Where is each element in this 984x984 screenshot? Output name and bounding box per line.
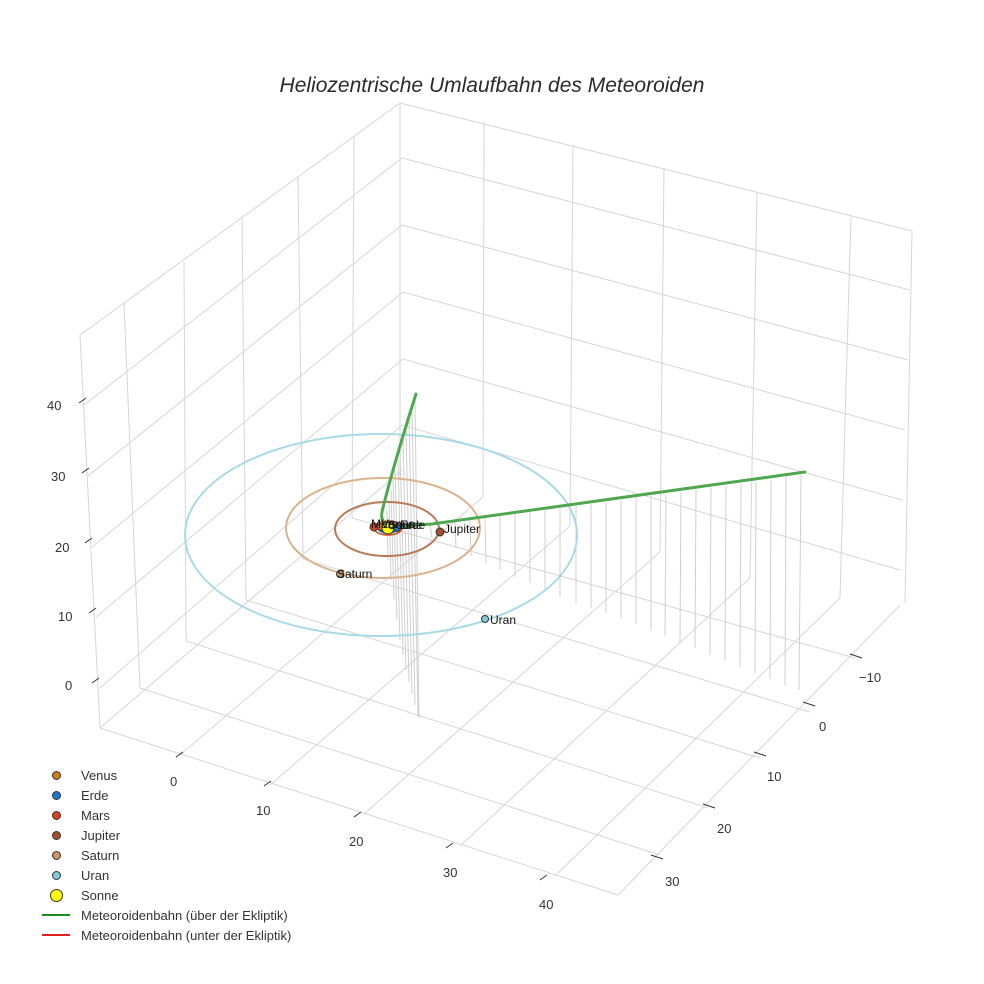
uran-dot-icon [51,870,61,880]
erde-dot-icon [51,790,61,800]
label-erde: Erde [400,518,426,532]
legend-label: Uran [81,867,110,883]
orbit-saturn [285,477,481,579]
orbit-uran [184,433,578,637]
meteoroid-drop-lines [383,395,802,719]
x-axis-tick-labels: 0 10 20 30 40 [170,774,553,912]
planet-erde-marker[interactable] [393,524,401,532]
z-tick-0: 0 [65,678,72,693]
legend-item-jupiter[interactable]: Jupiter [38,825,291,845]
legend-label: Meteoroidenbahn (über der Ekliptik) [81,907,288,923]
mars-dot-icon [51,810,61,820]
legend-item-uran[interactable]: Uran [38,865,291,885]
legend-item-meteoroid-below[interactable]: Meteoroidenbahn (unter der Ekliptik) [38,925,291,945]
z-tick-30: 30 [51,469,65,484]
legend-label: Meteoroidenbahn (unter der Ekliptik) [81,927,292,943]
sun-dot-icon [49,888,63,902]
back-wall-grid [79,102,913,729]
z-tick-10: 10 [58,609,72,624]
y-tick-20: 20 [717,821,731,836]
floor-grid [99,469,901,896]
x-tick-20: 20 [349,834,363,849]
x-tick-30: 30 [443,865,457,880]
legend-item-mars[interactable]: Mars [38,805,291,825]
legend-label: Jupiter [81,827,121,843]
legend-item-saturn[interactable]: Saturn [38,845,291,865]
legend-label: Mars [81,807,110,823]
label-sonne: Sonne [388,518,423,532]
x-tick-40: 40 [539,897,553,912]
axis-tick-marks [78,397,863,881]
legend-label: Saturn [81,847,120,863]
meteoroid-path[interactable] [380,392,807,530]
legend-label: Erde [81,787,109,803]
legend-label: Sonne [81,887,119,903]
z-tick-20: 20 [55,540,69,555]
meteoroid-path-branch-outgoing[interactable] [388,470,807,530]
planet-markers [336,521,489,623]
y-axis-tick-labels: −10 0 10 20 30 [665,670,881,889]
chart-title: Heliozentrische Umlaufbahn des Meteoroid… [279,74,705,97]
legend-item-venus[interactable]: Venus [38,765,291,785]
label-uran: Uran [490,613,516,627]
red-line-icon [42,934,70,936]
y-tick-0: 0 [819,719,826,734]
label-jupiter: Jupiter [444,522,480,536]
planet-saturn-marker[interactable] [336,570,344,578]
label-saturn: Saturn [337,567,372,581]
legend-item-sonne[interactable]: Sonne [38,885,291,905]
z-axis-tick-labels: 40 30 20 10 0 [47,398,72,693]
planet-labels: Mars Venus Sonne Erde Jupiter Saturn Ura… [337,517,516,627]
saturn-dot-icon [51,850,61,860]
legend-label: Venus [81,767,118,783]
legend-item-meteoroid-above[interactable]: Meteoroidenbahn (über der Ekliptik) [38,905,291,925]
z-tick-40: 40 [47,398,61,413]
legend: Venus Erde Mars Jupiter Saturn Uran Sonn… [38,765,291,945]
venus-dot-icon [51,770,61,780]
jupiter-dot-icon [51,830,61,840]
planet-jupiter-marker[interactable] [435,527,445,537]
label-venus: Venus [381,517,414,531]
y-tick-10: 10 [767,769,781,784]
legend-item-erde[interactable]: Erde [38,785,291,805]
y-tick-neg10: −10 [859,670,881,685]
y-tick-30: 30 [665,874,679,889]
planet-uran-marker[interactable] [481,615,489,623]
label-mars: Mars [371,517,398,531]
green-line-icon [42,914,70,916]
x-tick-10: 10 [256,803,270,818]
x-tick-0: 0 [170,774,177,789]
